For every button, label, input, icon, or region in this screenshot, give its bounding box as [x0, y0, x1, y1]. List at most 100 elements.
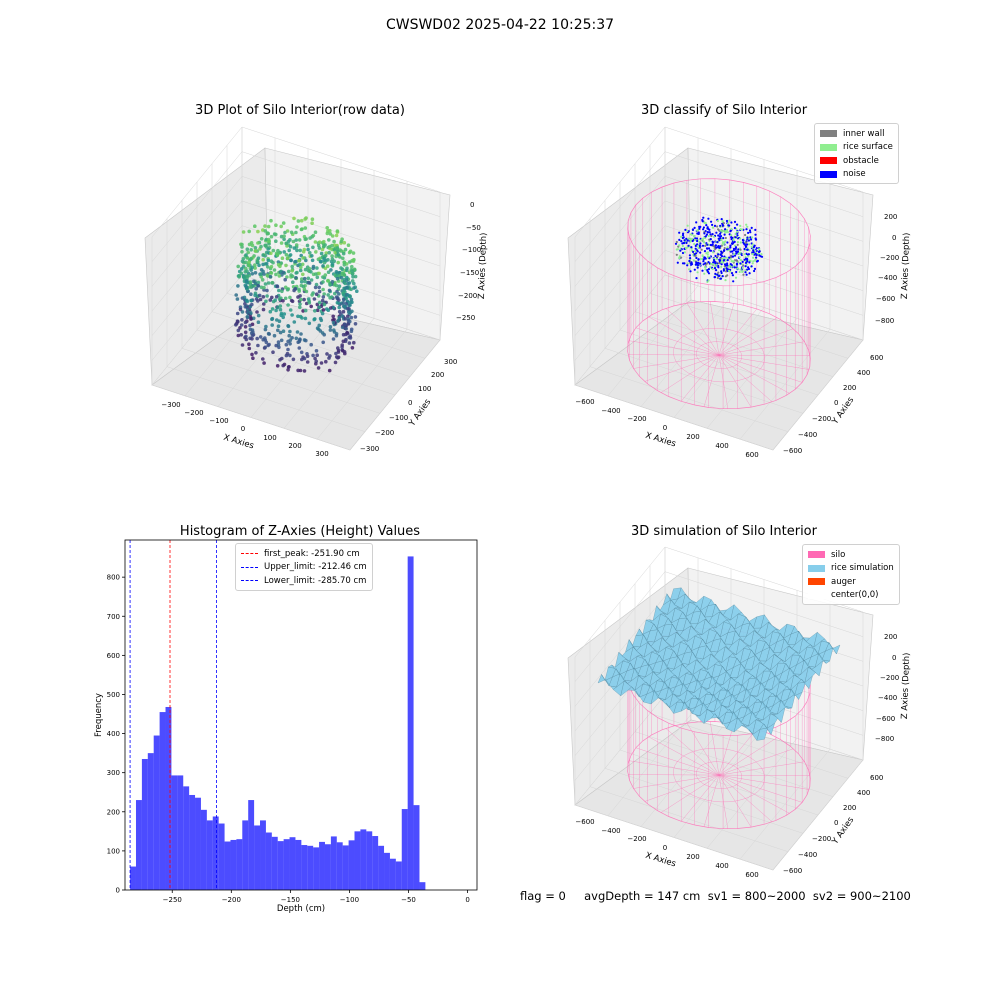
- scatter-point: [348, 303, 352, 307]
- scatter-point: [302, 356, 307, 361]
- scatter-point: [301, 249, 306, 254]
- classified-point: [744, 244, 747, 247]
- histogram-xtick-label: −50: [401, 896, 416, 904]
- panel2-ytick: 600: [870, 354, 883, 362]
- scatter-point: [347, 335, 352, 340]
- scatter-point: [288, 329, 292, 334]
- panel2-ztick: −600: [876, 295, 895, 303]
- scatter-point: [329, 268, 333, 272]
- classified-point: [725, 248, 729, 251]
- scatter-point: [328, 232, 333, 236]
- silo-floor-spoke: [660, 774, 720, 813]
- scatter-point: [286, 347, 290, 352]
- panel1-xtick: 100: [263, 434, 276, 442]
- scatter-point: [250, 272, 255, 276]
- histogram-bar: [265, 832, 272, 890]
- scatter-point: [274, 223, 278, 227]
- scatter-point: [235, 311, 240, 316]
- classified-point: [750, 238, 753, 241]
- legend-swatch: [808, 591, 825, 599]
- silo-floor-spoke: [665, 728, 720, 776]
- silo-floor-spoke: [718, 354, 810, 370]
- scatter-point: [313, 356, 317, 361]
- classified-point: [754, 258, 757, 261]
- scatter-point: [334, 270, 339, 274]
- scatter-point: [342, 293, 346, 297]
- classified-point: [706, 269, 709, 272]
- scatter-point: [256, 241, 260, 245]
- scatter-point: [347, 307, 351, 311]
- scatter-point: [321, 308, 326, 312]
- legend-label: auger: [831, 576, 856, 587]
- classified-point: [683, 262, 686, 265]
- scatter-point: [301, 256, 305, 260]
- classified-point: [725, 270, 728, 273]
- classified-point: [741, 260, 744, 263]
- histogram-bar: [248, 800, 255, 890]
- classified-point: [747, 231, 750, 234]
- silo-floor-spoke: [628, 354, 720, 356]
- classified-point: [730, 265, 733, 268]
- scatter-point: [290, 313, 294, 317]
- scatter-point: [346, 293, 350, 297]
- scatter-point: [342, 277, 347, 282]
- histogram-bar: [395, 861, 402, 890]
- scatter-point: [319, 318, 324, 323]
- classified-point: [702, 258, 705, 261]
- legend-item-auger: auger: [808, 575, 894, 589]
- scatter-point: [247, 263, 251, 268]
- classified-point: [716, 276, 719, 280]
- scatter-point: [288, 295, 292, 300]
- scatter-point: [328, 354, 332, 358]
- classified-point: [678, 238, 681, 241]
- scatter-point: [340, 314, 345, 318]
- scatter-point: [344, 301, 349, 306]
- scatter-point: [305, 360, 310, 364]
- scatter-point: [265, 288, 269, 293]
- classified-point: [732, 253, 736, 256]
- panel4-ztick: 200: [884, 633, 897, 641]
- panel1-xtick: 0: [241, 425, 245, 433]
- scatter-point: [347, 341, 352, 345]
- scatter-point: [249, 298, 253, 303]
- classified-point: [683, 251, 686, 254]
- scatter-point: [271, 248, 276, 253]
- scatter-point: [328, 328, 333, 332]
- classified-point: [726, 246, 729, 249]
- classified-point: [739, 268, 742, 271]
- histogram-bars: [130, 556, 426, 890]
- histogram-bar: [212, 816, 219, 890]
- scatter-point: [307, 301, 312, 305]
- scatter-point: [272, 268, 277, 272]
- classified-point: [685, 237, 688, 240]
- scatter-point: [327, 244, 332, 249]
- histogram-vlines: [129, 540, 217, 890]
- scatter-point: [311, 233, 316, 238]
- classified-point: [736, 243, 739, 246]
- classified-point: [715, 231, 718, 234]
- classified-point: [724, 231, 727, 234]
- silo-floor-spoke: [718, 354, 773, 403]
- classified-point: [718, 274, 721, 277]
- silo-floor-spoke: [718, 723, 735, 776]
- scatter-point: [276, 324, 281, 329]
- classified-point: [755, 247, 758, 250]
- scatter-point: [304, 237, 309, 241]
- silo-floor-spoke: [718, 303, 735, 356]
- scatter-point: [255, 299, 260, 303]
- classified-point: [696, 243, 699, 246]
- classified-point: [723, 263, 727, 266]
- scatter-point: [266, 231, 271, 236]
- panel1-ztick: −200: [458, 292, 477, 300]
- classified-point: [708, 231, 711, 234]
- panel2-xtick: 400: [715, 442, 728, 450]
- scatter-point: [302, 297, 306, 302]
- classified-point: [731, 255, 735, 258]
- scatter-point: [245, 247, 250, 251]
- scatter-point: [341, 251, 346, 256]
- scatter-point: [290, 264, 295, 269]
- silo-floor-spoke: [660, 354, 720, 393]
- classified-point: [735, 270, 738, 274]
- scatter-point: [324, 359, 328, 364]
- classified-point: [687, 244, 690, 247]
